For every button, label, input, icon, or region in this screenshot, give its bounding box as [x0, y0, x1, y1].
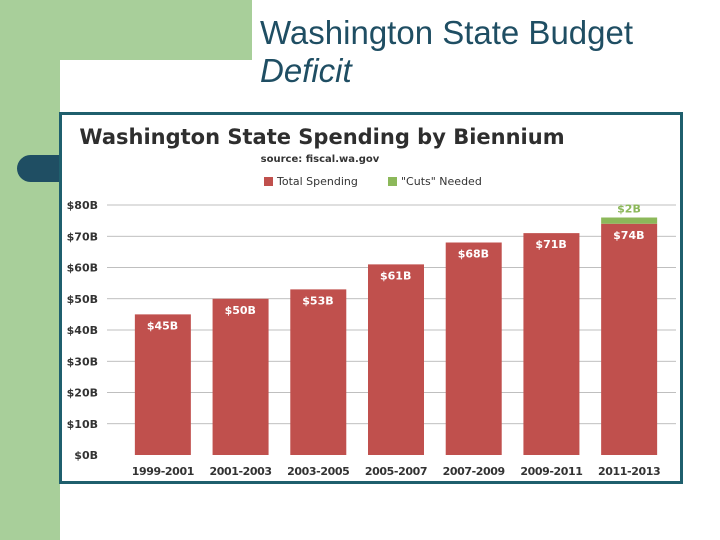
y-axis-ticks: $0B $10B $20B $30B $40B $50B $60B $70B $80B: [67, 199, 98, 462]
chart-bars: $45B $50B $53B $61B $68B $71B $74B $2B: [134, 203, 658, 455]
slide-title-line2: Deficit: [260, 52, 352, 89]
bar-total-spending: [523, 233, 580, 455]
bar-total-spending: [290, 289, 347, 455]
x-tick-label: 1999-2001: [132, 465, 194, 478]
x-tick-label: 2011-2013: [598, 465, 660, 478]
spending-bar-chart: Washington State Spending by Biennium so…: [67, 125, 676, 478]
bar-label-total-spending: $61B: [380, 269, 411, 282]
bar-total-spending: [212, 298, 269, 455]
bar-cuts-needed: [601, 217, 658, 224]
legend-swatch-cuts-needed: [388, 177, 397, 186]
left-decor-band: [0, 0, 60, 540]
bar-label-total-spending: $45B: [147, 319, 178, 332]
top-decor-band: [0, 0, 252, 60]
bar-total-spending: [445, 242, 502, 455]
bar-total-spending: [134, 314, 191, 455]
x-tick-label: 2009-2011: [520, 465, 582, 478]
bar-label-cuts-needed: $2B: [617, 203, 641, 216]
y-tick-label: $80B: [67, 199, 98, 212]
bar-label-total-spending: $71B: [535, 238, 566, 251]
y-tick-label: $0B: [74, 449, 98, 462]
bar-total-spending: [601, 223, 658, 455]
x-tick-label: 2007-2009: [443, 465, 505, 478]
chart-subtitle: source: fiscal.wa.gov: [261, 154, 380, 165]
bar-label-total-spending: $50B: [225, 304, 256, 317]
bar-label-total-spending: $68B: [458, 248, 489, 261]
y-tick-label: $40B: [67, 324, 98, 337]
chart-frame: Washington State Spending by Biennium so…: [59, 112, 683, 484]
slide-title-line1: Washington State Budget: [260, 14, 634, 51]
chart-legend: Total Spending "Cuts" Needed: [264, 175, 482, 188]
slide-title: Washington State Budget Deficit: [260, 14, 633, 90]
y-tick-label: $60B: [67, 262, 98, 275]
x-tick-label: 2005-2007: [365, 465, 427, 478]
chart-title: Washington State Spending by Biennium: [79, 125, 564, 149]
y-tick-label: $50B: [67, 293, 98, 306]
x-tick-label: 2003-2005: [287, 465, 349, 478]
y-tick-label: $20B: [67, 387, 98, 400]
y-tick-label: $70B: [67, 230, 98, 243]
bar-total-spending: [368, 264, 424, 455]
x-axis-ticks: 1999-2001 2001-2003 2003-2005 2005-2007 2007…: [132, 465, 661, 478]
x-tick-label: 2001-2003: [209, 465, 271, 478]
legend-label-cuts-needed: "Cuts" Needed: [401, 175, 482, 188]
y-tick-label: $10B: [67, 418, 98, 431]
legend-label-total-spending: Total Spending: [276, 175, 358, 188]
bar-label-total-spending: $74B: [613, 229, 644, 242]
bar-label-total-spending: $53B: [302, 294, 333, 307]
y-tick-label: $30B: [67, 355, 98, 368]
legend-swatch-total-spending: [264, 177, 273, 186]
decor-curve: [60, 60, 252, 112]
